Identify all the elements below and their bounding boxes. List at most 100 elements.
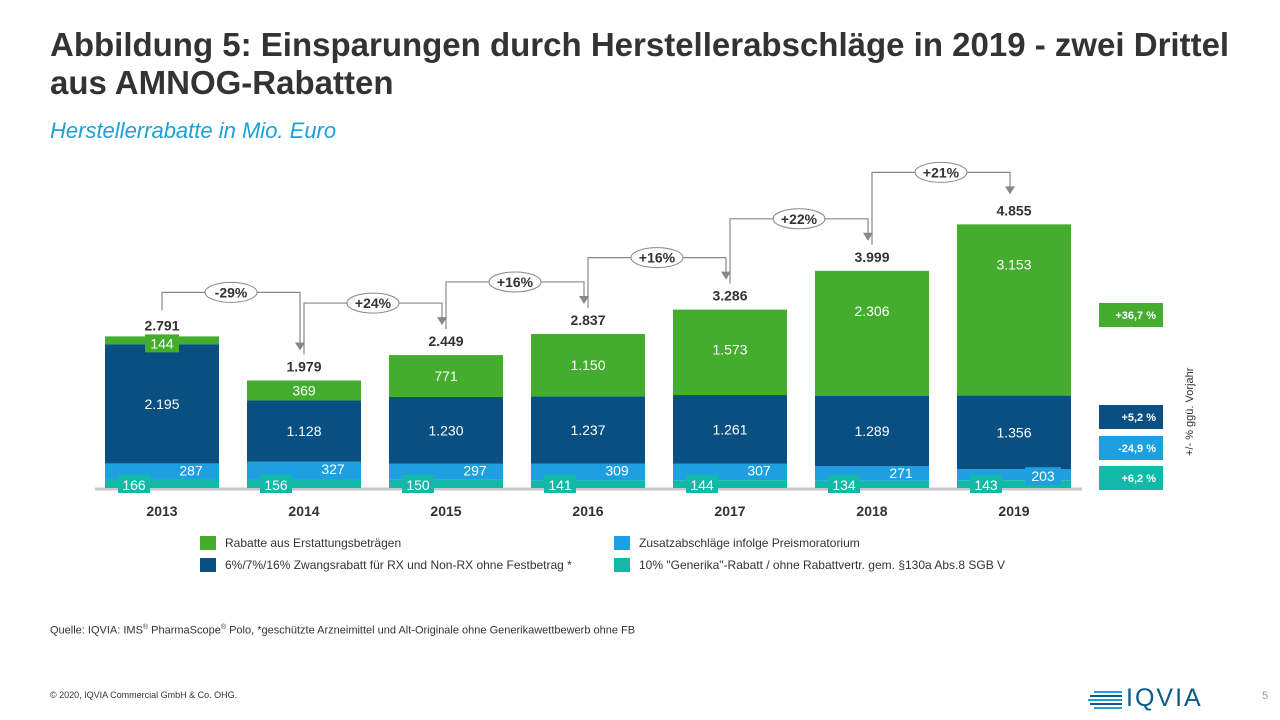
value-label-box [1025,467,1061,486]
value-label: 1.261 [712,421,747,437]
value-label-box [544,475,576,493]
legend-label: Rabatte aus Erstattungsbeträgen [225,536,402,550]
arrowhead-icon [721,271,731,280]
registered-mark: ® [142,624,149,631]
change-label: +22% [781,211,818,227]
legend-swatch [200,558,216,572]
value-label: 134 [832,477,856,493]
legend-label: Zusatzabschläge infolge Preismoratorium [639,536,860,550]
page-title: Abbildung 5: Einsparungen durch Herstell… [50,26,1230,101]
value-label: 1.237 [570,422,605,438]
value-label-box [828,475,860,493]
bar-segment [957,469,1071,481]
change-badge [488,271,542,293]
change-label: -29% [215,284,248,300]
yoy-label: +5,2 % [1121,412,1156,424]
change-badge [772,208,826,230]
x-tick-label: 2013 [146,503,177,519]
total-label: 3.286 [712,288,747,304]
copyright: © 2020, IQVIA Commercial GmbH & Co. OHG. [50,690,238,700]
value-label: 1.230 [428,422,463,438]
bar-segment [531,333,645,397]
legend-item-generika: 10% "Generika"-Rabatt / ohne Rabattvertr… [614,558,1005,572]
arrowhead-icon [295,342,305,351]
value-label: 307 [747,463,771,479]
iqvia-logo: IQVIA [1088,684,1203,713]
bar-segment [389,479,503,488]
change-label: +16% [497,274,534,290]
source-prefix: Quelle: IQVIA: IMS [50,624,143,637]
value-label: 369 [292,383,316,399]
change-label: +24% [355,295,392,311]
value-label: 2.306 [854,303,889,319]
bar-segment [389,396,503,464]
total-label: 1.979 [286,358,321,374]
value-label: 150 [406,477,430,493]
total-label: 4.855 [996,202,1031,218]
change-badge [630,247,684,269]
x-tick-label: 2014 [288,503,319,519]
change-label: +21% [923,164,960,180]
bar-segment [815,270,929,397]
arrowhead-icon [437,317,447,326]
change-label: +16% [639,250,676,266]
yoy-badge [1099,303,1163,327]
value-label: 143 [974,477,998,493]
bar-segment [105,478,219,488]
value-label: 144 [690,477,714,493]
bar-segment [531,480,645,488]
legend-swatch [614,536,630,550]
bar-segment [247,380,361,401]
total-label: 3.999 [854,249,889,265]
value-label: 309 [605,463,629,479]
change-badge [346,292,400,314]
value-label: 771 [434,368,458,384]
legend-label: 10% "Generika"-Rabatt / ohne Rabattvertr… [639,558,1006,572]
value-label: 144 [150,335,174,351]
legend-item-erstattungsbetraege: Rabatte aus Erstattungsbeträgen [200,536,401,550]
change-badge [204,281,258,303]
x-tick-label: 2015 [430,503,461,519]
x-tick-label: 2018 [856,503,887,519]
value-label: 297 [463,463,487,479]
change-badge [914,161,968,183]
legend-swatch [200,536,216,550]
bar-segment [815,480,929,488]
value-label-box [686,475,718,493]
yoy-badge [1099,466,1163,490]
value-label: 1.356 [996,424,1031,440]
bar-segment [957,224,1071,396]
yoy-badge [1099,405,1163,429]
bar-segment [957,480,1071,488]
total-label: 2.449 [428,333,463,349]
arrowhead-icon [1005,186,1015,195]
bar-segment [389,355,503,397]
registered-mark: ® [220,624,227,631]
legend-item-zwangsrabatt: 6%/7%/16% Zwangsrabatt für RX und Non-RX… [200,558,572,572]
value-label: 271 [889,465,913,481]
yoy-label: +36,7 % [1115,310,1156,322]
value-label-box [260,475,292,493]
source-mid: PharmaScope [148,624,221,637]
bar-segment [247,400,361,462]
value-label: 166 [122,477,146,493]
value-label: 203 [1031,468,1055,484]
bar-segment [957,395,1071,470]
page-subtitle: Herstellerrabatte in Mio. Euro [50,118,337,143]
source-note: Quelle: IQVIA: IMS® PharmaScope® Polo, *… [50,624,635,637]
bar-segment [673,309,787,396]
bar-segment [105,344,219,464]
legend-item-preismoratorium: Zusatzabschläge infolge Preismoratorium [614,536,860,550]
bar-segment [815,396,929,467]
logo-lines-icon [1088,690,1122,709]
x-tick-label: 2016 [572,503,603,519]
value-label-box [118,475,150,493]
value-label: 2.195 [144,396,179,412]
value-label: 156 [264,477,288,493]
yoy-label: +6,2 % [1121,473,1156,485]
page-number: 5 [1262,690,1269,702]
arrowhead-icon [579,295,589,304]
yoy-axis-label: +/- % ggü. Vorjahr [1184,367,1196,456]
value-label-box [145,334,179,353]
value-label: 1.150 [570,357,605,373]
